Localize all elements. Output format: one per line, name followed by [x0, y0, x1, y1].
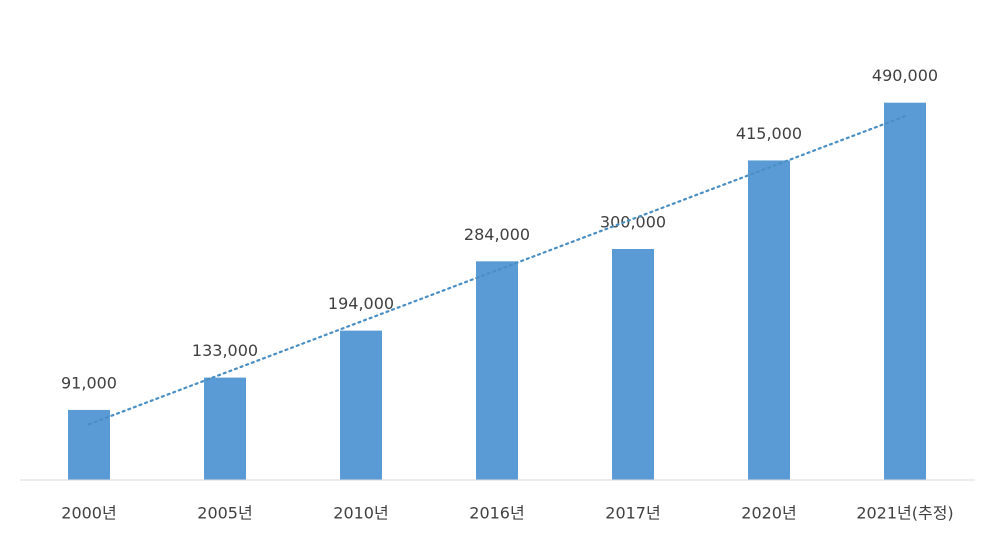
- bar: [612, 249, 654, 480]
- bar: [68, 409, 110, 480]
- x-tick-label: 2020년: [741, 504, 796, 523]
- value-label: 133,000: [192, 341, 258, 360]
- bar: [748, 160, 790, 480]
- value-label: 415,000: [736, 124, 802, 143]
- bar: [884, 102, 926, 480]
- value-label: 300,000: [600, 213, 666, 232]
- x-tick-label: 2005년: [197, 504, 252, 523]
- x-tick-label: 2010년: [333, 504, 388, 523]
- value-label: 194,000: [328, 294, 394, 313]
- value-label: 91,000: [61, 373, 117, 392]
- trendline: [87, 115, 907, 426]
- x-tick-label: 2000년: [61, 504, 116, 523]
- value-label: 490,000: [872, 66, 938, 85]
- x-tick-label: 2017년: [605, 504, 660, 523]
- value-label: 284,000: [464, 225, 530, 244]
- x-tick-label: 2016년: [469, 504, 524, 523]
- x-tick-label: 2021년(추정): [856, 504, 953, 523]
- bar: [340, 330, 382, 480]
- bar: [476, 261, 518, 480]
- bar: [204, 377, 246, 480]
